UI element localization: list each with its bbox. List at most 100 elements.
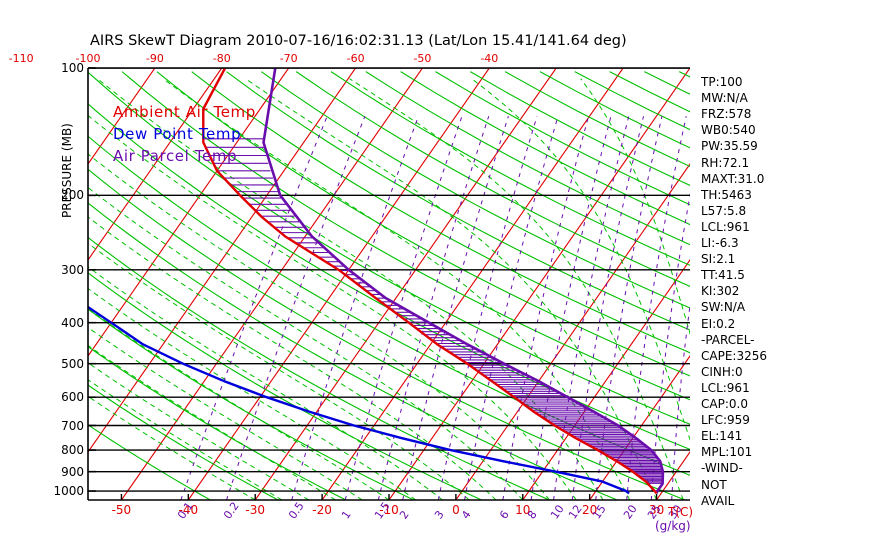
dry-adiabat--30 — [88, 384, 279, 500]
parameter-row: EL:141 — [701, 429, 743, 444]
dry-adiabat-140 — [365, 71, 690, 246]
parcel-temp-curve — [262, 68, 665, 494]
x-axis-title: T(C) — [668, 505, 694, 519]
saturated-adiabat--26 — [88, 379, 283, 500]
parameter-row: FRZ:578 — [701, 107, 752, 122]
parameter-row: MPL:101 — [701, 445, 753, 460]
top-axis-tick-label: -90 — [145, 52, 164, 65]
cape-hatch-area — [203, 138, 663, 484]
pressure-tick-label: 300 — [61, 262, 84, 277]
isotherm--30 — [254, 68, 557, 500]
pressure-tick-label: 900 — [61, 464, 84, 479]
parameter-row: LI:-6.3 — [701, 236, 739, 250]
saturated-adiabat--22 — [88, 362, 309, 500]
parameter-row: CAP:0.0 — [701, 397, 748, 411]
parameter-row: RH:72.1 — [701, 155, 750, 170]
top-axis-tick-label: -80 — [212, 52, 231, 65]
dry-adiabat-110 — [261, 71, 690, 309]
saturated-adiabat--10 — [88, 307, 390, 500]
parameter-row: SI:2.1 — [701, 252, 736, 267]
isotherm--90 — [88, 68, 156, 165]
parameter-row: LCL:961 — [701, 219, 750, 234]
saturated-adiabat-2 — [88, 242, 470, 500]
parameter-row: KI:302 — [701, 284, 740, 299]
mixing-ratio-line-0.1 — [180, 116, 328, 500]
mixing-ratio-axis-title: (g/kg) — [655, 519, 691, 533]
isotherm--110 — [0, 68, 21, 500]
temp-tick-label: 0 — [452, 503, 460, 517]
dry-adiabat--40 — [88, 424, 211, 500]
mixing-ratio-line-4 — [464, 116, 559, 500]
parameter-row: PW:35.59 — [701, 139, 758, 154]
top-axis-tick-label: -60 — [346, 52, 365, 65]
dry-adiabat-120 — [295, 71, 690, 288]
dry-adiabat-10 — [88, 236, 550, 500]
dry-adiabat-70 — [121, 71, 690, 401]
isotherm--50 — [120, 68, 423, 500]
isotherm--60 — [88, 68, 357, 453]
dry-adiabat-130 — [330, 71, 690, 266]
isotherm-30 — [656, 451, 690, 500]
mixing-ratio-line-25 — [650, 193, 690, 500]
ambient-temp-curve — [202, 68, 658, 495]
parameter-row: LFC:959 — [701, 413, 750, 428]
legend-item-3: Air Parcel Temp — [113, 147, 238, 165]
isotherm-50 — [790, 68, 870, 500]
parameter-row: TH:5463 — [701, 187, 752, 202]
parameter-row: -PARCEL- — [701, 332, 755, 347]
pressure-tick-label: 200 — [61, 188, 84, 203]
saturated-adiabat-26 — [162, 78, 631, 500]
page-title: AIRS SkewT Diagram 2010-07-16/16:02:31.1… — [90, 33, 627, 49]
parameter-row: SW:N/A — [701, 300, 746, 315]
dry-adiabat--20 — [88, 345, 347, 500]
dry-adiabat--10 — [88, 308, 414, 500]
top-axis-tick-label: -50 — [413, 52, 432, 65]
isotherm--80 — [88, 68, 223, 261]
parameter-row: EI:0.2 — [701, 316, 736, 331]
sounding-curves — [88, 68, 665, 495]
mixing-ratio-line-1.5 — [377, 116, 490, 500]
isotherm--40 — [187, 68, 490, 500]
dry-adiabat-100 — [226, 71, 690, 331]
isotherm-10 — [522, 259, 690, 500]
dry-adiabat-90 — [191, 71, 690, 354]
parameter-row: TT:41.5 — [701, 268, 745, 283]
pressure-tick-label: 700 — [61, 418, 84, 433]
temp-tick-label: 10 — [515, 503, 531, 517]
mixing-ratio-line-10 — [553, 116, 630, 500]
pressure-tick-label: 100 — [61, 61, 84, 75]
temp-tick-label: -10 — [379, 503, 399, 517]
temp-tick-label: 30 — [648, 503, 665, 517]
pressure-tick-label: 600 — [61, 390, 84, 405]
dry-adiabat-250 — [749, 72, 870, 500]
parameter-row: LCL:961 — [701, 380, 750, 395]
dry-adiabat-260 — [784, 72, 870, 500]
temp-tick-label: -20 — [312, 503, 332, 517]
pressure-tick-label: 1000 — [53, 484, 84, 498]
parameter-row: AVAIL — [701, 493, 735, 508]
top-axis-tick-label: -110 — [8, 52, 34, 65]
legend-item-2: Dew Point Temp — [113, 125, 242, 143]
saturated-adiabat-42 — [580, 78, 690, 336]
dry-adiabat-40 — [88, 135, 690, 476]
temp-tick-label: 20 — [582, 503, 598, 517]
top-axis-tick-label: -40 — [480, 52, 499, 65]
temp-tick-label: -30 — [245, 503, 265, 517]
saturated-adiabat--18 — [88, 344, 336, 500]
saturated-adiabat--14 — [88, 326, 363, 500]
dry-adiabat-30 — [88, 168, 686, 500]
dry-adiabat-60 — [88, 71, 690, 425]
isotherm--70 — [88, 68, 290, 357]
pressure-tick-label: 400 — [61, 315, 84, 330]
saturated-adiabat-14 — [88, 153, 550, 500]
dewpoint-curve — [88, 305, 630, 495]
parameter-row: L57:5.8 — [701, 203, 747, 218]
dry-adiabat-170 — [470, 71, 690, 186]
dry-adiabat-220 — [644, 71, 690, 95]
top-axis-tick-label: -100 — [75, 52, 101, 65]
pressure-tick-label: 800 — [61, 443, 84, 457]
saturated-adiabat-6 — [88, 216, 497, 500]
parameter-row: CINH:0 — [701, 364, 743, 379]
